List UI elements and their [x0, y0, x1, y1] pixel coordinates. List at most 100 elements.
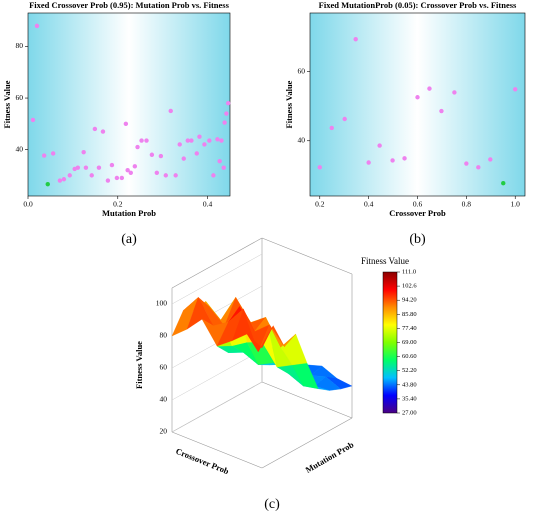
plot-area — [309, 12, 526, 197]
colorbar-tick-label: 35.40 — [402, 395, 417, 402]
point — [226, 101, 231, 106]
point — [125, 168, 130, 173]
point — [132, 164, 138, 169]
y-axis-title: Mutation Prob — [304, 439, 356, 475]
point — [202, 142, 207, 147]
x-tick-label: 1.0 — [511, 200, 521, 209]
point — [139, 138, 144, 143]
point — [342, 116, 347, 122]
colorbar-tick-label: 27.00 — [402, 409, 417, 416]
point — [158, 153, 164, 159]
point — [317, 165, 322, 170]
point — [439, 108, 444, 114]
colorbar-tick-label: 52.20 — [402, 367, 417, 374]
point — [81, 149, 86, 155]
point — [181, 156, 186, 161]
z-tick-label: 100 — [156, 299, 168, 308]
colorbar-tick-label: 60.60 — [402, 353, 417, 360]
surface-cell — [246, 325, 274, 353]
y-tick-label: 60 — [16, 93, 24, 102]
grid-line — [171, 349, 263, 401]
point — [222, 120, 227, 125]
panel-label: (a) — [121, 232, 137, 247]
point — [109, 162, 115, 168]
z-axis-title: Fitness Value — [134, 341, 144, 389]
point — [89, 173, 94, 178]
colorbar — [382, 271, 398, 414]
box-edge — [261, 381, 353, 419]
y-tick-label: 80 — [16, 41, 24, 50]
point — [329, 125, 334, 131]
z-tick-label: 40 — [160, 395, 168, 404]
point — [114, 175, 120, 181]
colorbar-tick-label: 43.80 — [402, 381, 417, 388]
y-axis-title: Fitness Value — [284, 80, 294, 128]
point — [67, 173, 72, 178]
point — [96, 165, 102, 170]
colorbar-tick-label: 102.6 — [402, 283, 417, 290]
point — [185, 138, 191, 143]
point — [50, 151, 56, 156]
x-axis-title: Crossover Prob — [174, 446, 230, 477]
point — [128, 170, 133, 176]
point — [144, 138, 149, 143]
x-tick-label: 0.2 — [113, 200, 123, 209]
point — [123, 121, 129, 127]
panel-label: (c) — [264, 497, 280, 512]
point — [177, 142, 182, 147]
x-tick-label: 0.4 — [203, 200, 213, 209]
point — [57, 178, 63, 183]
point — [168, 108, 173, 114]
point — [154, 170, 160, 176]
box-edge — [171, 431, 263, 469]
point — [217, 159, 222, 164]
y-tick-label: 40 — [298, 135, 306, 144]
point — [427, 86, 432, 91]
point — [149, 152, 155, 157]
chart-title: Fixed Crossover Prob (0.95): Mutation Pr… — [29, 0, 230, 10]
plot-area — [27, 12, 231, 197]
box-edge — [171, 237, 263, 289]
y-tick-label: 40 — [16, 144, 24, 153]
grid-line — [171, 381, 263, 433]
point — [464, 161, 469, 166]
colorbar-tick-label: 94.20 — [402, 297, 417, 304]
x-axis-title: Crossover Prob — [389, 208, 446, 218]
point — [402, 156, 407, 161]
z-tick-label: 20 — [160, 427, 168, 436]
box-edge — [261, 237, 353, 275]
point — [75, 165, 81, 170]
colorbar-tick-label: 69.00 — [402, 339, 417, 346]
point — [163, 173, 169, 178]
point — [476, 165, 481, 170]
point — [92, 126, 98, 132]
grid-line — [171, 253, 263, 305]
point — [41, 153, 47, 158]
point — [513, 87, 518, 92]
point — [377, 143, 382, 148]
point — [488, 157, 493, 162]
point — [34, 23, 40, 29]
chart-title: Fixed MutationProb (0.05): Crossover Pro… — [319, 0, 517, 10]
panel-label: (b) — [409, 232, 426, 247]
point — [30, 117, 36, 123]
point — [61, 177, 67, 182]
point — [353, 37, 358, 42]
point — [189, 138, 194, 143]
y-tick-label: 60 — [298, 66, 306, 75]
point — [105, 178, 111, 183]
colorbar-tick-label: 85.80 — [402, 311, 417, 318]
box-edge — [261, 417, 353, 469]
point — [390, 158, 395, 163]
x-axis-title: Mutation Prob — [102, 208, 156, 218]
point — [119, 175, 125, 181]
point — [194, 151, 199, 156]
point — [135, 144, 140, 150]
point — [452, 90, 457, 95]
colorbar-title: Fitness Value — [361, 256, 409, 266]
z-tick-label: 80 — [160, 331, 168, 340]
point — [366, 160, 371, 165]
x-tick-label: 0.0 — [23, 200, 33, 209]
